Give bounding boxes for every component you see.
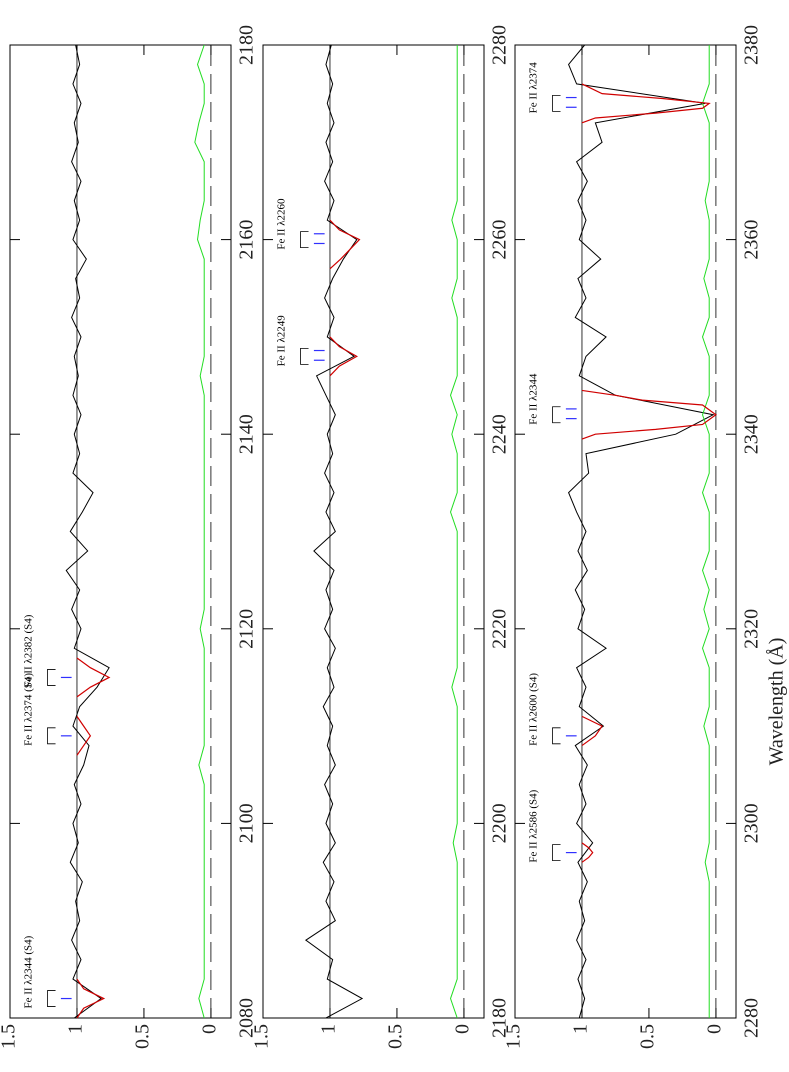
annotation-bracket — [47, 727, 56, 745]
x-tick-label: 2100 — [236, 803, 258, 843]
annotation-label: Fe II λ2600 (S4) — [527, 673, 539, 746]
y-tick-label: 1.5 — [503, 1024, 525, 1049]
panel: 2180 2200 2220 2240 2260 2280 0 0.5 1 1.5 Fe II λ2… — [251, 25, 511, 1049]
annotation-bracket — [47, 990, 56, 1007]
y-tick-label: 1 — [570, 1024, 592, 1034]
flux-line — [304, 44, 364, 1019]
x-tick-label: 2180 — [236, 25, 258, 65]
fit-line — [76, 716, 92, 756]
annotation-bracket — [552, 406, 561, 424]
plot-frame — [9, 44, 232, 1019]
x-tick-label: 2300 — [741, 803, 763, 843]
x-axis-title: Wavelength (Å) — [766, 638, 788, 766]
error-line — [194, 44, 205, 1019]
annotation-label: Fe II λ2374 — [527, 62, 539, 114]
annotation-bracket — [300, 347, 309, 365]
x-tick-label: 2380 — [741, 25, 763, 65]
annotation-bracket — [552, 844, 561, 861]
y-tick-label: 0.5 — [132, 1024, 154, 1049]
flux-line — [65, 44, 110, 1019]
fit-line — [581, 715, 603, 747]
fit-line — [581, 389, 717, 440]
annotation-label: Fe II λ2382 (S4) — [22, 614, 34, 687]
y-tick-label: 0 — [452, 1024, 474, 1034]
fit-line — [329, 219, 361, 270]
y-tick-label: 1.5 — [251, 1024, 273, 1049]
annotation-label: Fe II λ2249 — [275, 315, 287, 367]
panel: 2080 2100 2120 2140 2160 2180 0 0.5 1 1.5 Fe II λ2… — [0, 25, 258, 1049]
x-tick-label: 2280 — [489, 25, 511, 65]
x-tick-label: 2340 — [741, 414, 763, 454]
y-tick-label: 1 — [318, 1024, 340, 1034]
x-tick-label: 2240 — [489, 414, 511, 454]
fit-line — [581, 842, 594, 863]
annotation-label: Fe II λ2260 — [275, 198, 287, 250]
annotation-label: Fe II λ2344 — [527, 373, 539, 425]
annotation-bracket — [300, 231, 309, 248]
x-tick-label: 2220 — [489, 609, 511, 649]
error-line — [701, 45, 710, 1018]
x-tick-label: 2180 — [489, 998, 511, 1038]
fit-line — [329, 336, 358, 377]
x-tick-label: 2320 — [741, 609, 763, 649]
error-line — [449, 45, 458, 1019]
x-tick-label: 2360 — [741, 220, 763, 260]
y-tick-label: 0 — [704, 1024, 726, 1034]
x-tick-label: 2280 — [741, 998, 763, 1038]
y-tick-label: 1.5 — [0, 1024, 20, 1049]
y-tick-label: 1 — [65, 1024, 87, 1034]
x-tick-label: 2260 — [489, 220, 511, 260]
x-tick-label: 2160 — [236, 220, 258, 260]
panel: 2280 2300 2320 2340 2360 2380 0 0.5 1 1.5 Fe II λ2… — [503, 25, 788, 1049]
y-tick-label: 0 — [199, 1024, 221, 1034]
annotation-bracket — [47, 669, 56, 686]
flux-line — [567, 44, 715, 1019]
x-tick-label: 2080 — [236, 998, 258, 1038]
x-tick-label: 2200 — [489, 803, 511, 843]
y-tick-label: 0.5 — [637, 1024, 659, 1049]
x-tick-label: 2140 — [236, 414, 258, 454]
annotation-bracket — [552, 94, 561, 112]
fit-line — [581, 83, 711, 124]
x-tick-label: 2120 — [236, 609, 258, 649]
fit-line — [76, 978, 106, 1019]
fit-line — [76, 657, 111, 698]
annotation-label: Fe II λ2344 (S4) — [22, 935, 34, 1008]
y-tick-label: 0.5 — [385, 1024, 407, 1049]
plot-frame — [262, 44, 485, 1019]
plot-frame — [514, 44, 737, 1019]
annotation-label: Fe II λ2586 (S4) — [527, 789, 539, 862]
annotation-bracket — [552, 727, 561, 745]
annotation-label: Fe II λ2374 (S4) — [22, 673, 34, 746]
